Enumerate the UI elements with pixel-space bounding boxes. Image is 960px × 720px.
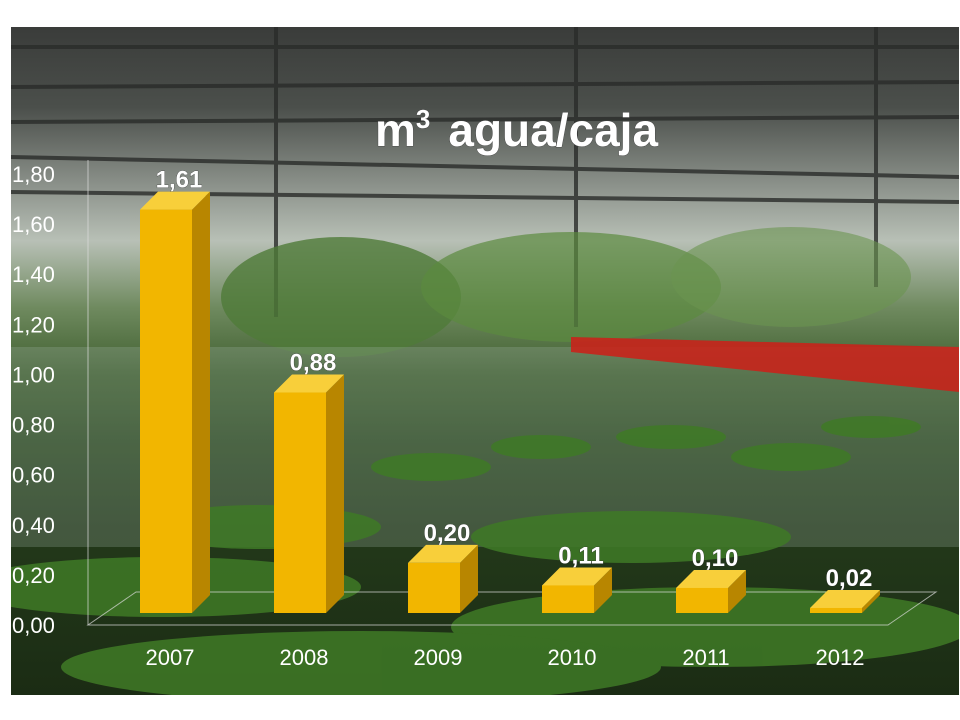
x-tick-label: 2012 — [816, 645, 865, 670]
y-tick-label: 1,60 — [12, 212, 55, 237]
bar-front — [274, 392, 326, 613]
bar-side — [594, 567, 612, 613]
chart-floor — [86, 160, 938, 626]
y-tick-label: 1,00 — [12, 362, 55, 387]
bar-top — [676, 569, 746, 588]
bar — [140, 191, 210, 613]
bar-front — [676, 587, 728, 613]
bar — [810, 589, 880, 613]
y-tick-label: 1,40 — [12, 262, 55, 287]
bar-top — [274, 374, 344, 393]
x-tick-label: 2008 — [280, 645, 329, 670]
bar-side — [728, 569, 746, 613]
bar — [408, 544, 478, 613]
bar-side — [326, 374, 344, 613]
y-tick-label: 0,40 — [12, 513, 55, 538]
y-tick-label: 0,20 — [12, 563, 55, 588]
bar-front — [408, 562, 460, 613]
chart-title: m3 agua/caja — [375, 104, 658, 156]
data-label: 0,20 — [424, 520, 471, 547]
y-tick-label: 0,80 — [12, 413, 55, 438]
bar-front — [810, 607, 862, 613]
bars — [140, 191, 880, 613]
data-label: 0,02 — [826, 565, 873, 592]
bar-side — [192, 191, 210, 613]
y-tick-label: 1,80 — [12, 162, 55, 187]
x-tick-label: 2007 — [146, 645, 195, 670]
bar — [676, 569, 746, 613]
y-tick-label: 1,20 — [12, 312, 55, 337]
data-label: 0,10 — [692, 545, 739, 572]
bar — [542, 567, 612, 613]
bar-top — [140, 191, 210, 210]
bar-side — [862, 589, 880, 613]
bar-top — [542, 567, 612, 586]
x-tick-label: 2010 — [548, 645, 597, 670]
x-tick-label: 2009 — [414, 645, 463, 670]
data-label: 0,88 — [290, 350, 337, 377]
bar-top — [408, 544, 478, 563]
data-label: 0,11 — [558, 542, 603, 569]
y-tick-label: 0,60 — [12, 463, 55, 488]
x-tick-label: 2011 — [682, 645, 729, 670]
bar-side — [460, 544, 478, 613]
y-tick-label: 0,00 — [12, 613, 55, 638]
data-labels: 1,61 0,88 0,20 0,11 0,10 0,02 — [155, 166, 873, 592]
bar-front — [140, 209, 192, 613]
y-axis: 0,00 0,20 0,40 0,60 0,80 1,00 1,20 1,40 1,60 1,80 — [12, 162, 55, 638]
bar-top — [810, 589, 880, 608]
bar — [274, 374, 344, 613]
bar-front — [542, 585, 594, 613]
data-label: 1,61 — [156, 167, 203, 194]
x-axis-labels: 2007 2008 2009 2010 2011 2012 — [146, 645, 865, 670]
floor-outline — [86, 591, 938, 626]
